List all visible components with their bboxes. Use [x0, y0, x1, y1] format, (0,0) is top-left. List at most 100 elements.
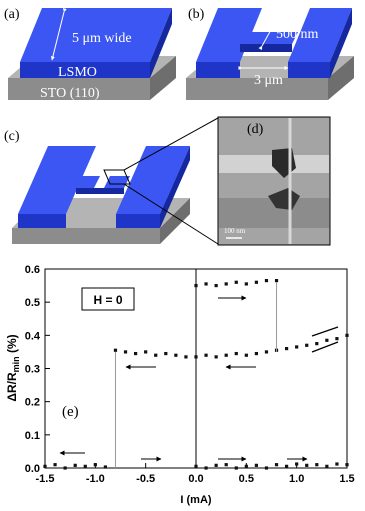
film-front	[20, 62, 150, 78]
bridge-front	[240, 44, 292, 52]
panel-a: (a) 5 μm wide LSMO STO (110)	[4, 7, 176, 101]
substrate-front	[186, 78, 328, 100]
point	[274, 279, 279, 283]
pad-right-top	[116, 146, 190, 214]
y-label-unit: (%)	[5, 334, 19, 356]
bridge-left	[76, 176, 100, 188]
y-tick-label: 0.2	[25, 397, 40, 409]
point	[335, 462, 339, 466]
panel-label: (e)	[62, 404, 79, 420]
gap-arrow	[258, 27, 273, 51]
scale-text: 100 nm	[224, 227, 246, 235]
point	[295, 345, 299, 349]
point	[214, 463, 218, 467]
point	[224, 353, 228, 357]
annotation-box	[81, 287, 135, 311]
point	[224, 463, 228, 467]
x-tick-label: -0.5	[136, 473, 155, 485]
point	[204, 466, 208, 470]
y-axis-label: ΔR/Rmin (%)	[5, 334, 21, 401]
point	[285, 347, 289, 351]
point	[154, 353, 158, 357]
panel-c: (c)	[4, 117, 219, 245]
pad-right-front	[116, 214, 160, 228]
point	[63, 466, 67, 470]
pad-left-top	[18, 146, 96, 214]
panel-b: (b) 500 nm 3 μm	[186, 7, 354, 100]
substrate-text: STO (110)	[40, 86, 100, 101]
substrate-side	[150, 56, 176, 100]
point	[174, 353, 178, 357]
pad-right-top	[288, 8, 352, 62]
point	[224, 282, 228, 286]
width-text: 5 μm wide	[72, 31, 132, 46]
point	[305, 463, 309, 467]
pad-right-side	[330, 8, 352, 78]
x-tick-label: 0.0	[188, 473, 203, 485]
point	[325, 338, 329, 342]
panel-label: (b)	[188, 7, 205, 22]
point	[194, 283, 198, 288]
substrate-side	[160, 198, 190, 244]
point	[234, 280, 238, 284]
point	[244, 282, 248, 286]
pad-right-side	[160, 146, 190, 228]
point	[345, 333, 349, 337]
point	[264, 466, 269, 470]
y-tick-label: 0.1	[25, 430, 40, 442]
point	[134, 351, 138, 356]
panel-d: (d) 100 nm	[217, 116, 331, 246]
x-tick-label: 1.5	[339, 473, 354, 485]
point	[345, 463, 349, 467]
point	[305, 343, 309, 347]
annotation: H = 0	[93, 293, 122, 307]
point	[93, 463, 97, 467]
pad-left-front	[18, 214, 66, 228]
point	[113, 348, 118, 352]
panel-label: (c)	[4, 129, 20, 144]
x-tick-label: 1.0	[289, 473, 304, 485]
substrate-front	[8, 78, 150, 100]
zoom-line	[123, 117, 219, 171]
point	[123, 350, 128, 354]
point	[194, 355, 198, 359]
point	[214, 283, 218, 288]
x-axis-label: I (mA)	[180, 494, 212, 506]
point	[335, 337, 339, 341]
point	[194, 464, 198, 468]
point	[144, 350, 148, 354]
x-tick-label: -1.5	[36, 473, 55, 485]
panel-label: (a)	[4, 7, 20, 22]
pad-left-front	[196, 62, 240, 78]
point	[285, 464, 289, 468]
bridge-right	[104, 176, 130, 188]
gap-text: 500 nm	[276, 27, 319, 42]
substrate-side	[328, 56, 354, 100]
x-tick-label: 0.5	[239, 473, 254, 485]
point	[264, 279, 269, 283]
arrow	[311, 326, 339, 337]
width-arrow	[50, 8, 67, 61]
panel-label: (d)	[247, 122, 264, 137]
y-tick-label: 0.6	[25, 264, 40, 276]
point	[244, 353, 248, 357]
sem-feature	[268, 188, 300, 210]
point	[315, 463, 319, 467]
point	[73, 463, 77, 467]
point	[234, 466, 238, 470]
arrow	[311, 341, 339, 353]
point	[204, 353, 208, 357]
point	[53, 463, 57, 467]
point	[43, 464, 47, 468]
point	[214, 355, 218, 359]
point	[254, 463, 258, 467]
zoom-line	[123, 183, 219, 245]
point	[274, 463, 279, 467]
point	[254, 280, 258, 284]
y-tick-label: 0.4	[25, 330, 41, 342]
length-text: 3 μm	[254, 73, 283, 88]
y-label-main: ΔR/R	[5, 372, 19, 402]
chart: H = 0 (e) I (mA) ΔR/Rmin (%) -1.5 -1.0 -0.…	[5, 264, 355, 506]
film-text: LSMO	[58, 65, 97, 80]
